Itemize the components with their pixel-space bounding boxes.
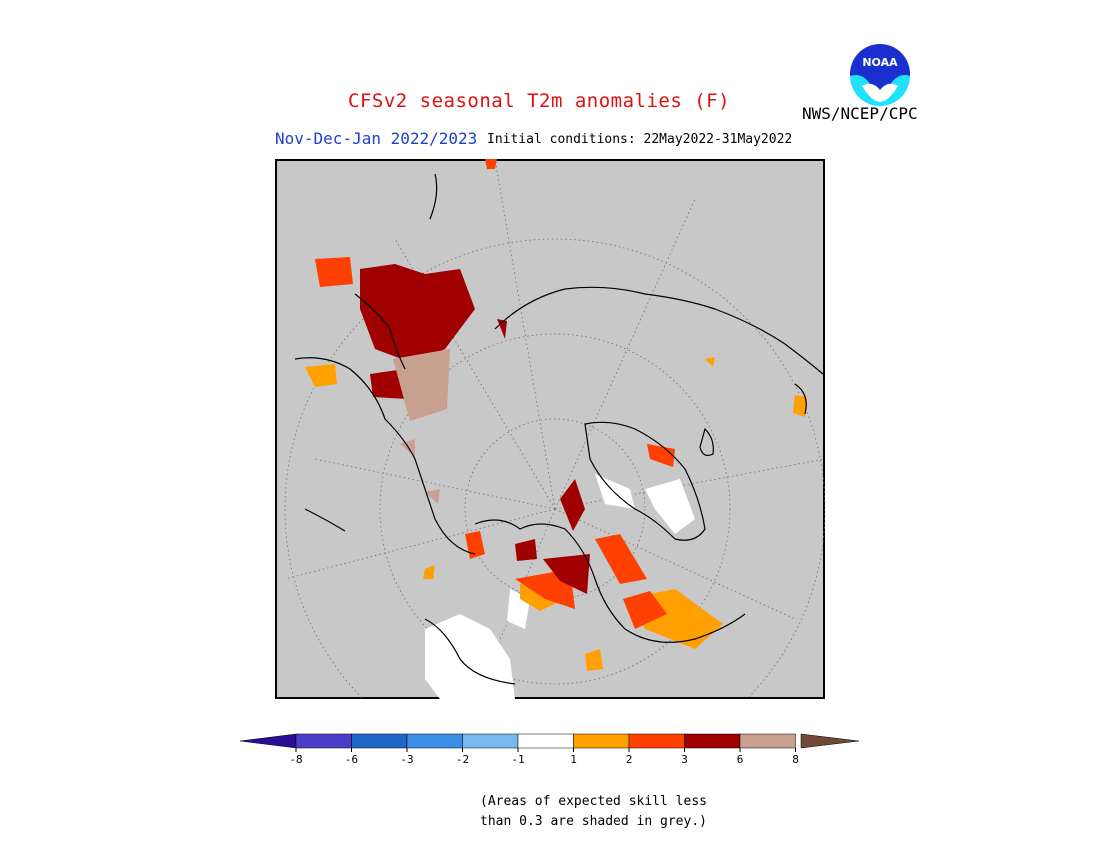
organization-label: NWS/NCEP/CPC xyxy=(802,104,918,123)
map-title: CFSv2 seasonal T2m anomalies (F) xyxy=(348,90,731,112)
initial-conditions-label: Initial conditions: 22May2022-31May2022 xyxy=(487,132,793,147)
colorbar-legend: -8 -6 -3 -2 -1 1 2 3 6 8 xyxy=(239,733,860,766)
colorbar-swatch-9 xyxy=(739,733,796,749)
skill-note-line-1: (Areas of expected skill less xyxy=(480,794,707,809)
colorbar-swatch-7 xyxy=(628,733,685,749)
colorbar-tick-label: -3 xyxy=(400,753,413,766)
colorbar-tick-label: -1 xyxy=(511,753,524,766)
colorbar-swatch-4 xyxy=(462,733,519,749)
colorbar-swatch-0 xyxy=(239,733,297,749)
map-frame xyxy=(275,159,825,699)
colorbar-swatch-3 xyxy=(406,733,463,749)
colorbar-tick-label: -2 xyxy=(456,753,469,766)
colorbar-tick-label: 6 xyxy=(737,753,744,766)
anomaly-2-3-regions xyxy=(315,159,675,629)
colorbar-tick-label: -8 xyxy=(289,753,302,766)
skill-note-line-2: than 0.3 are shaded in grey.) xyxy=(480,814,707,829)
colorbar-swatch-5 xyxy=(517,733,574,749)
colorbar-swatch-1 xyxy=(295,733,352,749)
polar-map xyxy=(275,159,825,699)
colorbar-tick-label: -6 xyxy=(345,753,358,766)
skill-note: (Areas of expected skill less than 0.3 a… xyxy=(480,792,707,832)
colorbar-tick-label: 2 xyxy=(626,753,633,766)
season-label: Nov-Dec-Jan 2022/2023 xyxy=(275,129,478,148)
noaa-logo-text: NOAA xyxy=(862,56,898,69)
anomaly-6-8-regions xyxy=(393,349,450,504)
colorbar-tick-label: 3 xyxy=(681,753,688,766)
colorbar-swatch-6 xyxy=(573,733,630,749)
coastlines xyxy=(294,173,824,685)
noaa-logo: NOAA xyxy=(850,44,910,106)
anomaly-3-6-regions xyxy=(360,264,590,594)
colorbar-tick-label: 8 xyxy=(792,753,799,766)
colorbar-tick-label: 1 xyxy=(570,753,577,766)
colorbar-swatch-10 xyxy=(800,733,860,749)
colorbar-swatch-2 xyxy=(351,733,408,749)
colorbar-swatch-8 xyxy=(684,733,741,749)
